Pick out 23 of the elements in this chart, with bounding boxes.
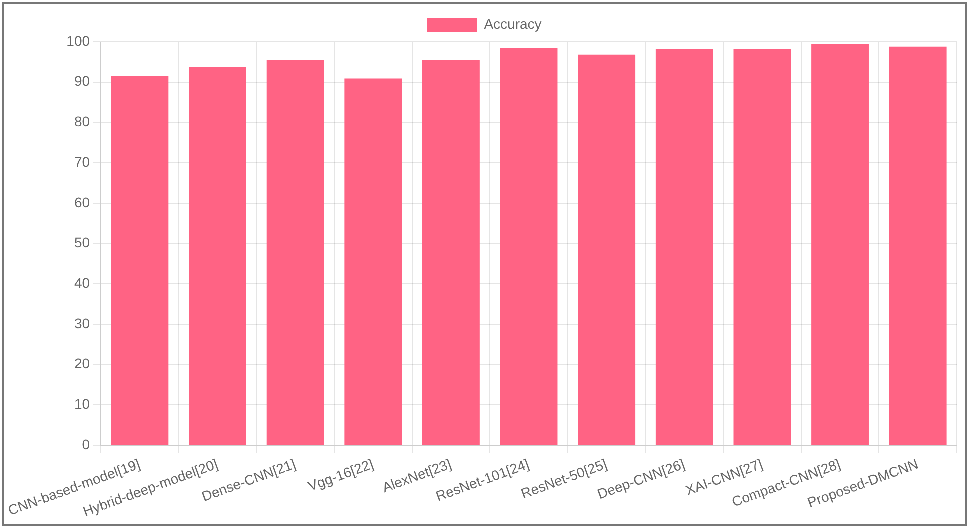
y-tick-label: 90 bbox=[74, 73, 90, 90]
bar bbox=[734, 49, 792, 446]
y-tick-label: 100 bbox=[66, 32, 90, 49]
bar bbox=[656, 49, 714, 446]
bar bbox=[344, 78, 402, 446]
bar bbox=[266, 60, 324, 446]
y-tick-label: 60 bbox=[74, 194, 90, 210]
bar bbox=[889, 46, 947, 446]
y-tick-label: 20 bbox=[74, 356, 90, 372]
legend-label: Accuracy bbox=[484, 16, 542, 32]
bar bbox=[422, 60, 480, 446]
bar bbox=[500, 48, 558, 446]
bar bbox=[578, 54, 636, 446]
bar bbox=[189, 67, 246, 446]
y-tick-label: 50 bbox=[74, 234, 90, 251]
y-tick-label: 0 bbox=[82, 436, 90, 452]
bar bbox=[812, 44, 869, 446]
y-tick-label: 70 bbox=[74, 154, 90, 170]
y-tick-label: 40 bbox=[74, 274, 90, 291]
y-tick-label: 80 bbox=[74, 114, 90, 130]
y-tick-label: 10 bbox=[74, 396, 90, 412]
y-tick-label: 30 bbox=[74, 315, 90, 332]
bar bbox=[111, 76, 169, 446]
